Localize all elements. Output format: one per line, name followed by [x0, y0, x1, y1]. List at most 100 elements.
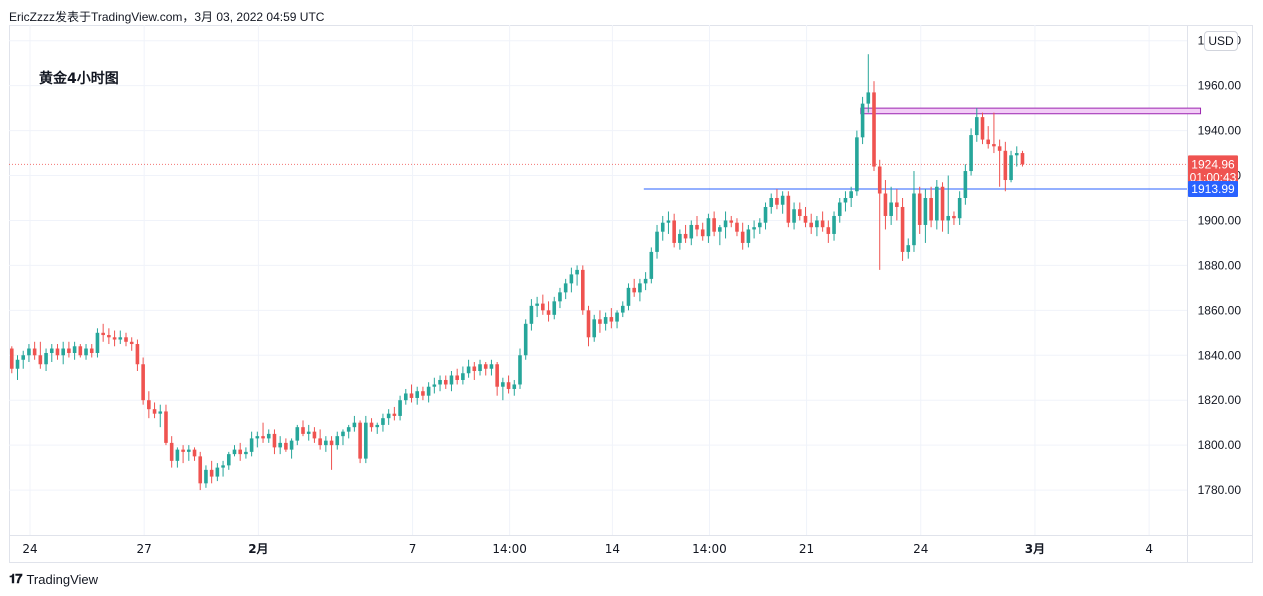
candle-body: [906, 245, 911, 252]
candle: [569, 267, 574, 293]
candle-body: [32, 348, 37, 356]
candle: [769, 193, 774, 214]
candle-body: [620, 305, 625, 313]
candle: [866, 54, 871, 113]
candle-body: [603, 317, 608, 324]
resistance-zone: [860, 107, 1202, 115]
candle: [238, 442, 242, 461]
candle-body: [164, 411, 168, 443]
candle: [718, 224, 722, 246]
candle-body: [820, 220, 825, 228]
x-tick-label: 4: [1145, 542, 1153, 556]
candle: [215, 463, 220, 482]
candle: [849, 186, 853, 207]
candle: [489, 359, 494, 376]
candle-body: [324, 440, 328, 446]
candle-body: [21, 355, 26, 360]
candle: [152, 402, 157, 419]
candle: [758, 218, 762, 234]
candle-body: [952, 215, 956, 219]
candle-body: [586, 310, 591, 338]
candle-body: [38, 355, 43, 365]
candle: [346, 424, 351, 439]
candle: [523, 319, 528, 360]
candle: [226, 451, 231, 470]
candle: [78, 344, 83, 358]
y-tick-label: 1860.00: [1198, 303, 1242, 317]
candle-body: [718, 227, 722, 232]
candle-body: [421, 391, 425, 396]
candle: [364, 415, 368, 464]
x-tick-label: 14:00: [492, 542, 527, 556]
candle-body: [107, 335, 111, 338]
candle: [1020, 150, 1025, 167]
candle-body: [815, 220, 819, 228]
candle-body: [55, 348, 60, 356]
y-tick-label: 1880.00: [1198, 258, 1242, 272]
candle-body: [192, 449, 197, 457]
candle: [632, 278, 636, 297]
footer[interactable]: 𝟏𝟕 TradingView: [9, 571, 98, 587]
currency-button[interactable]: USD: [1204, 31, 1238, 51]
candle-body: [980, 117, 985, 140]
candle: [723, 211, 728, 239]
candle-body: [615, 312, 619, 322]
candle: [112, 330, 117, 347]
footer-brand: TradingView: [26, 571, 99, 587]
candle-body: [89, 348, 94, 354]
support-price-label: 1913.99: [1191, 182, 1235, 196]
candle: [666, 211, 671, 234]
time-axis: 24 27 2月 7 14:00 14 14:00 21 24 3月 4: [22, 542, 1153, 556]
candle-body: [449, 375, 454, 385]
candle-body: [689, 224, 694, 239]
candle-body: [569, 274, 574, 284]
candle: [820, 211, 825, 232]
x-tick-label: 14:00: [692, 542, 727, 556]
candle: [369, 418, 374, 432]
candle-body: [895, 202, 899, 207]
candle: [129, 337, 134, 351]
candle: [329, 436, 334, 470]
candle: [221, 460, 225, 477]
candle: [466, 359, 471, 378]
candle: [306, 424, 311, 441]
candle: [855, 130, 859, 196]
candle: [147, 391, 151, 419]
candle: [438, 375, 442, 392]
candle: [946, 175, 951, 234]
candle-body: [929, 197, 933, 221]
candle: [249, 431, 254, 457]
candle: [780, 191, 785, 214]
candle-body: [118, 337, 123, 340]
zone-rect: [860, 107, 1202, 115]
candle: [689, 220, 694, 246]
candle-body: [135, 344, 140, 365]
candle-body: [592, 319, 597, 338]
candle: [792, 202, 796, 230]
candle: [1003, 141, 1008, 192]
candle: [432, 377, 437, 394]
candle-body: [72, 346, 77, 354]
candle-body: [792, 209, 796, 223]
candle-body: [735, 222, 739, 232]
x-tick-label: 2月: [248, 542, 268, 556]
candle-body: [335, 436, 340, 446]
candle: [957, 191, 962, 225]
candle-body: [775, 197, 779, 205]
candle-body: [855, 137, 859, 192]
candle: [266, 429, 271, 443]
candle: [986, 126, 991, 149]
candle: [169, 436, 174, 468]
candle-body: [1020, 153, 1025, 165]
candle-body: [386, 413, 391, 419]
candle: [44, 348, 48, 371]
candle: [381, 413, 385, 432]
candle: [917, 186, 922, 234]
candle: [940, 182, 945, 232]
x-tick-label: 27: [137, 542, 152, 556]
candle-body: [272, 433, 277, 448]
support-price-tag: [1188, 181, 1238, 198]
candle-body: [809, 222, 813, 228]
